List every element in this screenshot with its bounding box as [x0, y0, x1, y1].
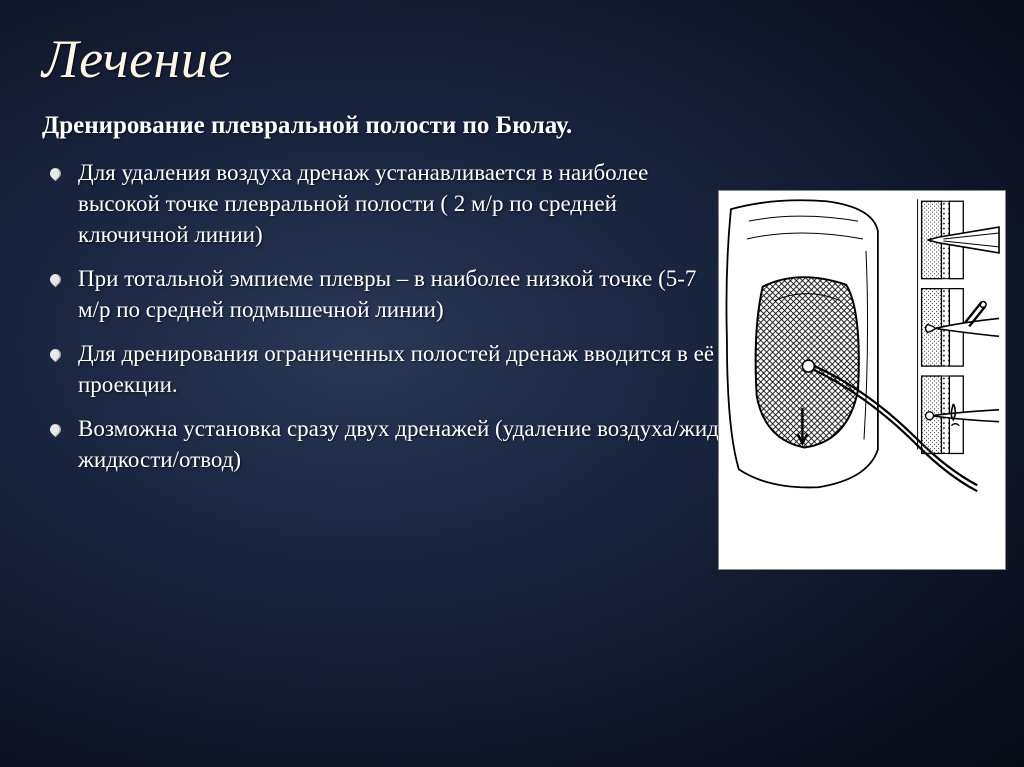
cross-sections: [918, 199, 999, 453]
slide: Лечение Дренирование плевральной полости…: [0, 0, 1024, 767]
medical-diagram: [718, 190, 1006, 570]
list-item: Для дренирования ограниченных полостей д…: [42, 338, 722, 400]
pleural-drainage-svg: [719, 191, 1005, 569]
list-item: Для удаления воздуха дренаж устанавливае…: [42, 157, 722, 250]
slide-title: Лечение: [42, 28, 982, 90]
slide-subhead: Дренирование плевральной полости по Бюла…: [42, 110, 722, 143]
list-item: При тотальной эмпиеме плевры – в наиболе…: [42, 263, 722, 325]
